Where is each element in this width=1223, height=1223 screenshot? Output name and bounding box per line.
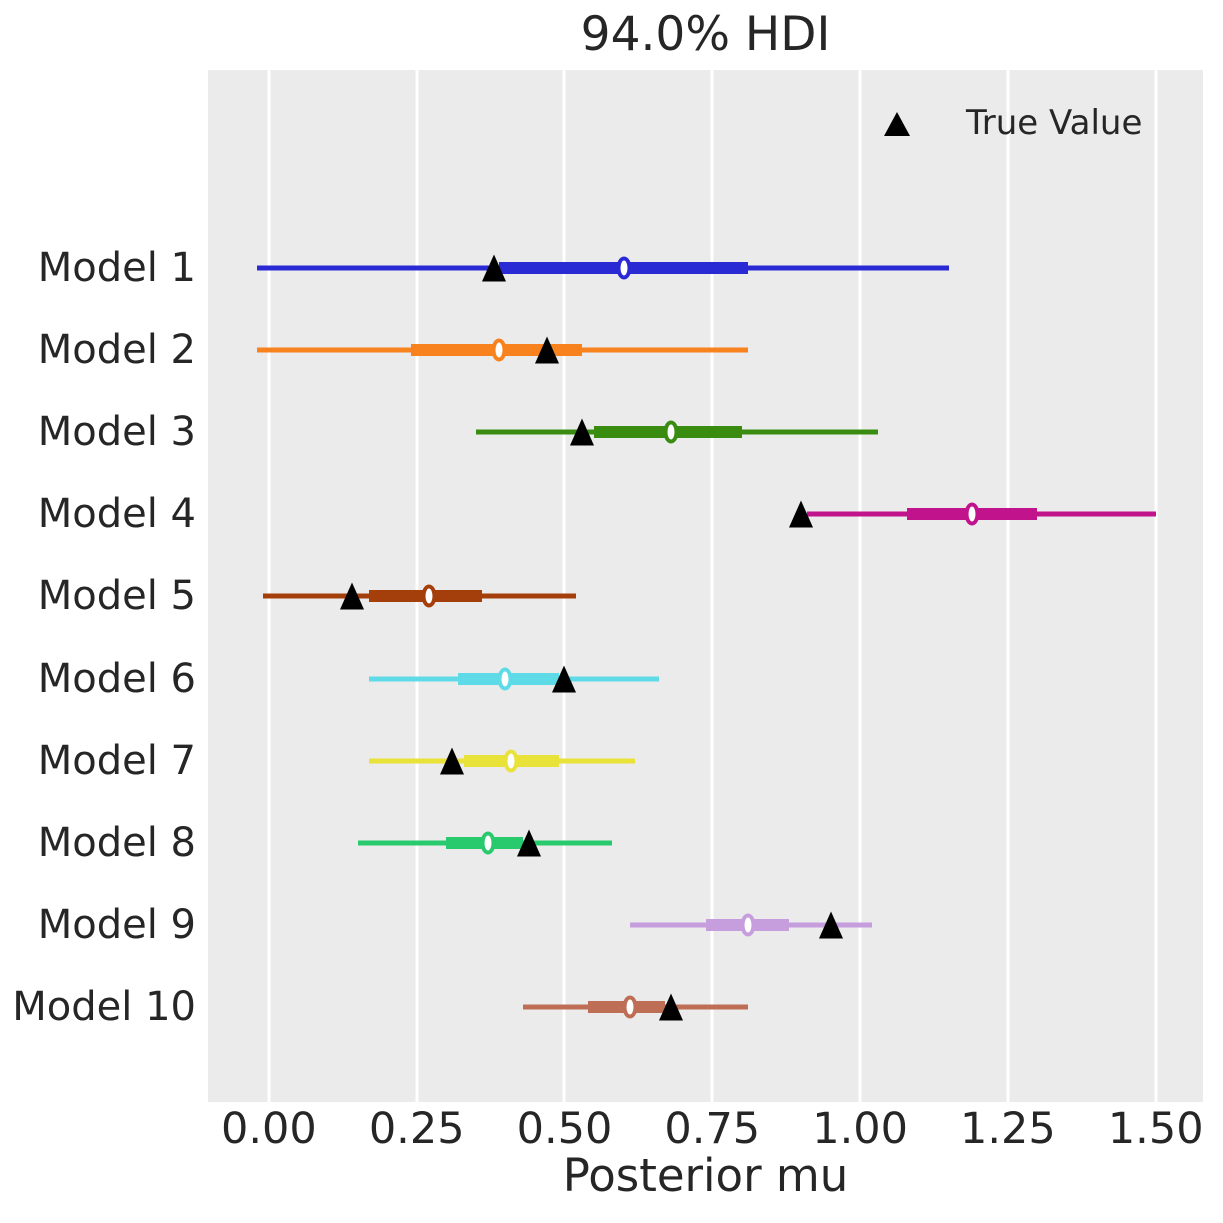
true-value-marker-icon: [788, 500, 813, 528]
x-tick-label: 0.75: [664, 1104, 761, 1154]
true-value-marker-icon: [552, 665, 577, 693]
true-value-legend-marker-icon: [884, 112, 910, 136]
median-marker: [503, 749, 519, 773]
x-tick-label: 1.00: [812, 1104, 908, 1154]
plot-title: 94.0% HDI: [580, 7, 831, 62]
x-axis-ticks: 0.00 0.25 0.50 0.75 1.00 1.25 1.50: [208, 1104, 1204, 1154]
median-marker: [497, 667, 513, 691]
y-tick-label: Model 9: [37, 901, 196, 948]
x-tick-label: 1.50: [1107, 1104, 1204, 1154]
y-tick-label: Model 10: [12, 983, 196, 1030]
median-marker: [663, 420, 679, 444]
y-tick-label: Model 6: [37, 655, 196, 702]
y-axis-labels: Model 1 Model 2 Model 3 Model 4 Model 5 Model…: [0, 70, 196, 1102]
gridline: [415, 70, 419, 1102]
true-value-marker-icon: [658, 993, 683, 1021]
true-value-marker-icon: [339, 582, 364, 610]
x-axis-label: Posterior mu: [562, 1149, 849, 1202]
y-tick-label: Model 8: [37, 819, 196, 866]
gridline: [1006, 70, 1010, 1102]
x-tick-label: 1.25: [960, 1104, 1056, 1154]
plot-area: True Value: [208, 70, 1203, 1102]
x-tick-label: 0.50: [516, 1104, 613, 1154]
y-tick-label: Model 3: [37, 409, 196, 456]
median-marker: [491, 338, 507, 362]
y-tick-label: Model 1: [37, 245, 196, 292]
true-value-marker-icon: [517, 829, 542, 857]
true-value-marker-icon: [818, 911, 843, 939]
gridline: [1154, 70, 1158, 1102]
median-marker: [421, 584, 437, 608]
y-tick-label: Model 7: [37, 737, 196, 784]
x-tick-label: 0.25: [368, 1104, 465, 1154]
true-value-marker-icon: [534, 336, 559, 364]
median-marker: [616, 256, 632, 280]
y-tick-label: Model 5: [37, 573, 196, 620]
median-marker: [622, 995, 638, 1019]
gridline: [710, 70, 714, 1102]
gridline: [267, 70, 271, 1102]
gridline: [562, 70, 566, 1102]
median-marker: [740, 913, 756, 937]
median-marker: [480, 831, 496, 855]
median-marker: [964, 502, 980, 526]
legend-label: True Value: [966, 103, 1143, 143]
y-tick-label: Model 2: [37, 327, 196, 374]
true-value-marker-icon: [481, 254, 506, 282]
x-tick-label: 0.00: [221, 1104, 317, 1154]
true-value-marker-icon: [440, 747, 465, 775]
gridline: [858, 70, 862, 1102]
true-value-marker-icon: [570, 418, 595, 446]
y-tick-label: Model 4: [37, 491, 196, 538]
